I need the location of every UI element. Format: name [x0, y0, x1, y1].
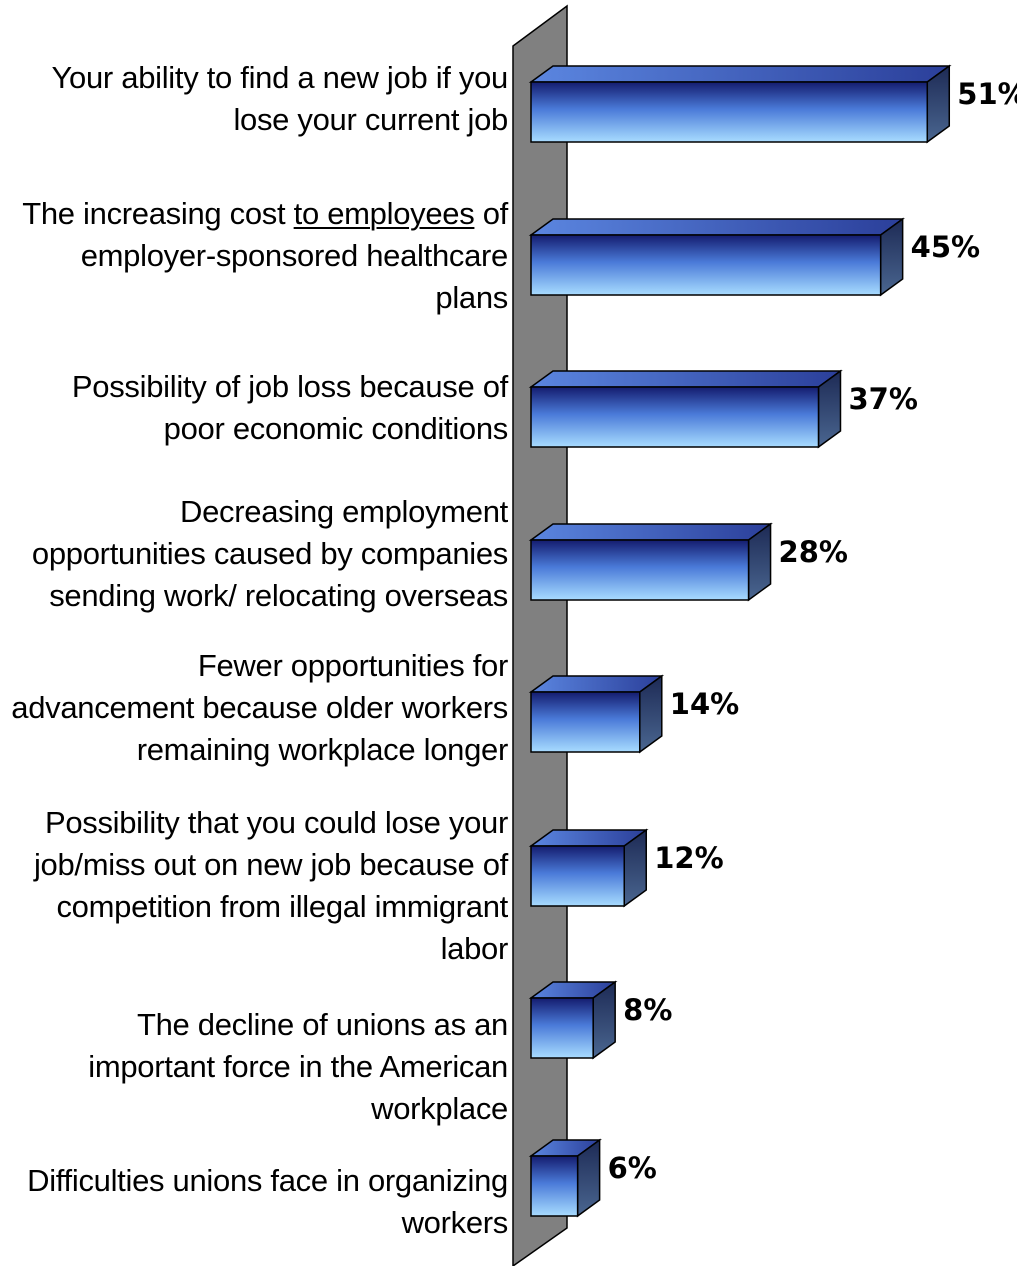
bar-front-face: [531, 540, 749, 600]
bar-front-face: [531, 692, 640, 752]
category-label: Difficulties unions face in organizing w…: [8, 1160, 508, 1244]
bar-front-face: [531, 387, 818, 447]
bar: [531, 982, 615, 1058]
bar-front-face: [531, 82, 927, 142]
bar: [531, 676, 662, 752]
bar: [531, 524, 771, 600]
category-label: Your ability to find a new job if you lo…: [8, 57, 508, 141]
bar: [531, 219, 903, 295]
bar-top-face: [531, 66, 949, 82]
category-label: Possibility that you could lose your job…: [8, 802, 508, 970]
bar: [531, 371, 840, 447]
category-label: Possibility of job loss because of poor …: [8, 366, 508, 450]
bar-top-face: [531, 219, 903, 235]
category-label: Fewer opportunities for advancement beca…: [8, 645, 508, 771]
axis-wall: [513, 6, 567, 1266]
value-label: 37%: [848, 382, 917, 416]
category-label: Decreasing employment opportunities caus…: [8, 491, 508, 617]
value-label: 28%: [779, 535, 848, 569]
value-label: 45%: [911, 230, 980, 264]
bar: [531, 1140, 600, 1216]
category-label: The decline of unions as an important fo…: [8, 1004, 508, 1130]
value-label: 51%: [957, 77, 1017, 111]
bar-front-face: [531, 1156, 578, 1216]
bar-front-face: [531, 998, 593, 1058]
category-label: The increasing cost to employees of empl…: [8, 193, 508, 319]
bar-front-face: [531, 846, 624, 906]
bar: [531, 830, 646, 906]
bar-top-face: [531, 371, 840, 387]
bar-front-face: [531, 235, 881, 295]
bar-top-face: [531, 524, 771, 540]
value-label: 6%: [608, 1151, 657, 1185]
value-label: 8%: [623, 993, 672, 1027]
value-label: 12%: [654, 841, 723, 875]
value-label: 14%: [670, 687, 739, 721]
bar: [531, 66, 949, 142]
